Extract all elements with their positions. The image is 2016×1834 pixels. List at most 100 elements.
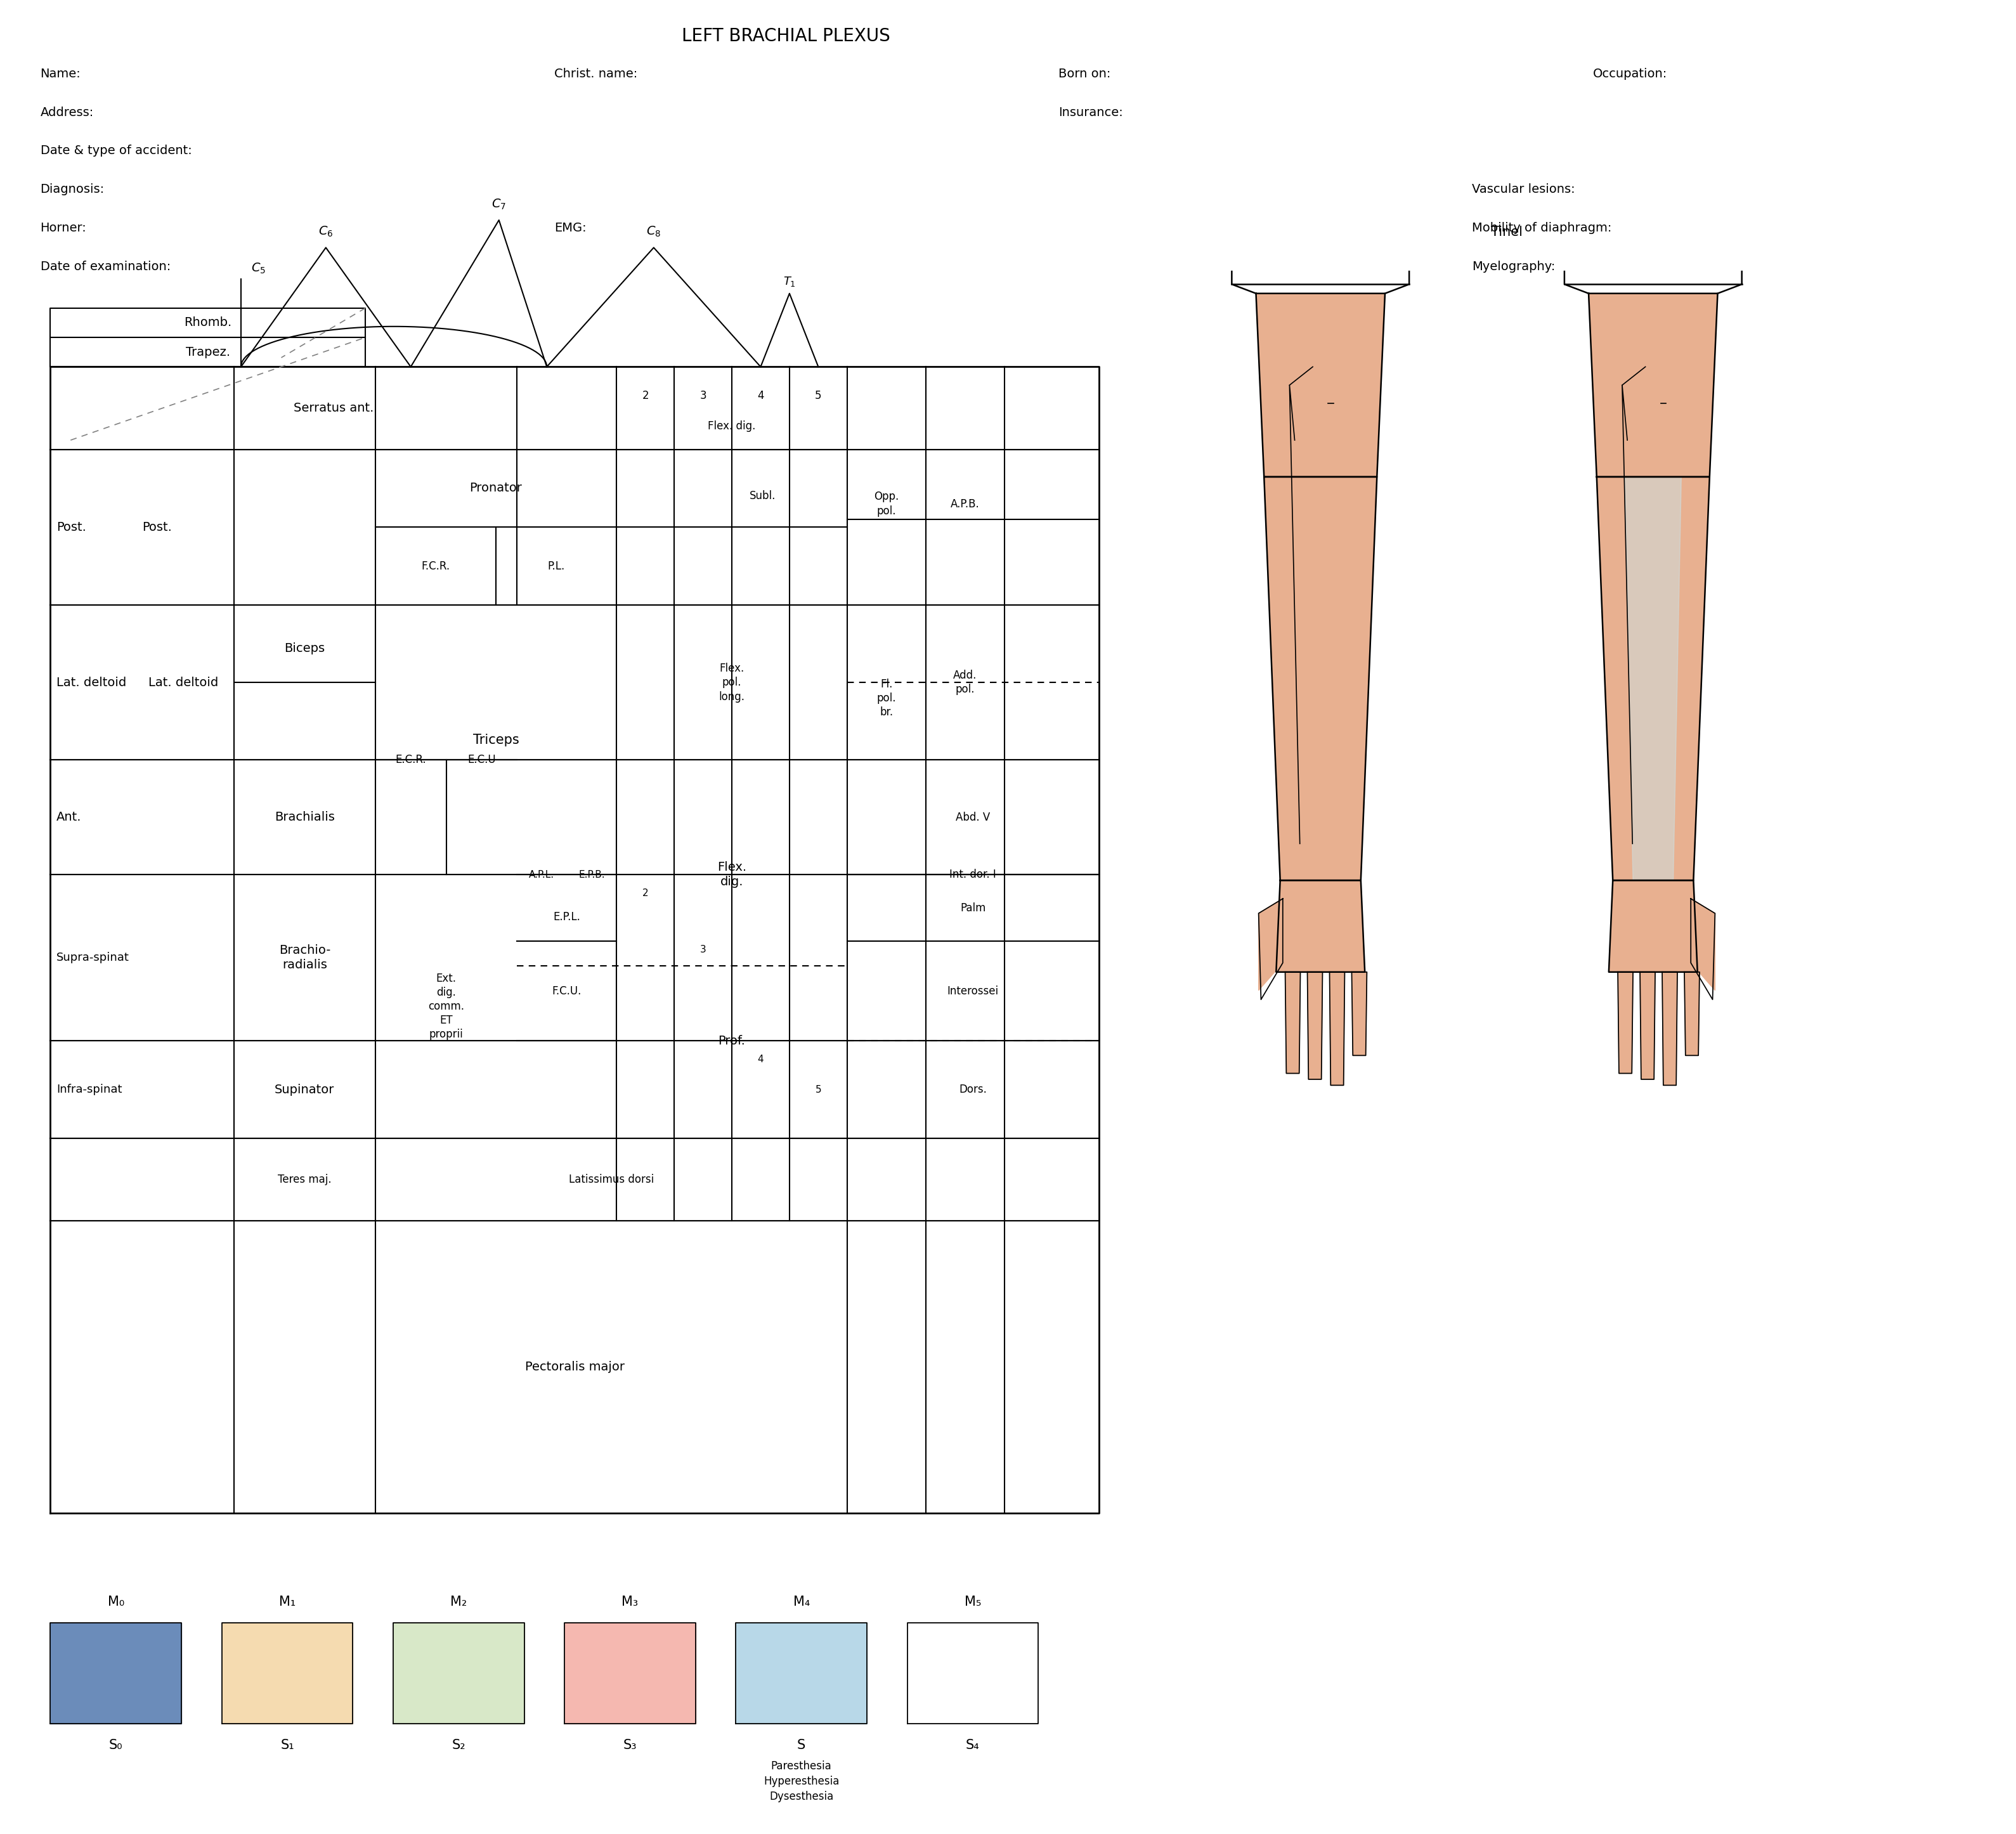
Text: S₄: S₄	[966, 1739, 980, 1751]
Text: Lat. deltoid: Lat. deltoid	[147, 677, 218, 688]
Polygon shape	[1351, 972, 1367, 1055]
Text: Add.
pol.: Add. pol.	[954, 669, 978, 695]
Polygon shape	[1306, 972, 1322, 1078]
Text: Interossei: Interossei	[948, 985, 998, 996]
Polygon shape	[907, 1623, 1038, 1724]
Text: A.P.B.: A.P.B.	[952, 499, 980, 510]
Polygon shape	[1617, 972, 1633, 1073]
Text: Horner:: Horner:	[40, 222, 87, 235]
Text: Fl.
pol.
br.: Fl. pol. br.	[877, 679, 895, 717]
Text: F.C.U.: F.C.U.	[552, 985, 581, 996]
Text: Pectoralis major: Pectoralis major	[524, 1361, 625, 1374]
Polygon shape	[1639, 972, 1655, 1078]
Text: 4: 4	[758, 1055, 764, 1064]
Polygon shape	[1597, 477, 1710, 880]
Text: M₃: M₃	[621, 1596, 639, 1608]
Text: Brachialis: Brachialis	[274, 811, 335, 823]
Text: Int. dor. I: Int. dor. I	[950, 869, 996, 880]
Text: E.P.B.: E.P.B.	[579, 869, 605, 878]
Text: Address:: Address:	[40, 106, 95, 119]
Text: Supra-spinat: Supra-spinat	[56, 952, 129, 963]
Text: Abd. V: Abd. V	[956, 812, 990, 823]
Text: $C_6$: $C_6$	[319, 226, 333, 238]
Text: 5: 5	[814, 1084, 821, 1095]
Text: Opp.
pol.: Opp. pol.	[875, 492, 899, 517]
Text: Biceps: Biceps	[284, 642, 325, 655]
Text: 4: 4	[758, 391, 764, 402]
Polygon shape	[1264, 477, 1377, 880]
Text: Post.: Post.	[141, 521, 171, 534]
Text: Brachio-
radialis: Brachio- radialis	[278, 945, 331, 972]
Polygon shape	[222, 1623, 353, 1724]
Text: Teres maj.: Teres maj.	[278, 1174, 331, 1185]
Text: Subl.: Subl.	[750, 490, 776, 503]
Text: P.L.: P.L.	[548, 561, 564, 572]
Polygon shape	[736, 1623, 867, 1724]
Text: Lat. deltoid: Lat. deltoid	[56, 677, 127, 688]
Polygon shape	[1661, 972, 1677, 1086]
Text: Palm: Palm	[960, 902, 986, 913]
Text: LEFT BRACHIAL PLEXUS: LEFT BRACHIAL PLEXUS	[681, 28, 891, 46]
Text: Serratus ant.: Serratus ant.	[294, 402, 373, 414]
Polygon shape	[1329, 972, 1345, 1086]
Text: 3: 3	[700, 945, 706, 954]
Polygon shape	[1625, 477, 1681, 880]
Text: $C_7$: $C_7$	[492, 198, 506, 211]
Text: S₃: S₃	[623, 1739, 637, 1751]
Text: M₂: M₂	[450, 1596, 468, 1608]
Text: Paresthesia
Hyperesthesia
Dysesthesia: Paresthesia Hyperesthesia Dysesthesia	[764, 1761, 839, 1803]
Text: Date & type of accident:: Date & type of accident:	[40, 145, 192, 158]
Text: E.C.R.: E.C.R.	[395, 754, 425, 765]
Polygon shape	[1284, 972, 1300, 1073]
Polygon shape	[1276, 880, 1365, 972]
Polygon shape	[50, 1623, 181, 1724]
Text: Occupation:: Occupation:	[1593, 68, 1667, 81]
Text: Diagnosis:: Diagnosis:	[40, 183, 105, 196]
Text: Tinel: Tinel	[1492, 226, 1522, 238]
Text: Trapez.: Trapez.	[185, 347, 230, 358]
Text: EMG:: EMG:	[554, 222, 587, 235]
Text: Ext.
dig.
comm.
ET
proprii: Ext. dig. comm. ET proprii	[427, 972, 464, 1040]
Text: Flex.
pol.
long.: Flex. pol. long.	[720, 662, 744, 702]
Text: M₅: M₅	[964, 1596, 982, 1608]
Text: S₀: S₀	[109, 1739, 123, 1751]
Text: Ant.: Ant.	[56, 811, 81, 823]
Text: Insurance:: Insurance:	[1058, 106, 1123, 119]
Text: Flex.
dig.: Flex. dig.	[718, 862, 746, 888]
Text: 3: 3	[700, 391, 706, 402]
Text: $C_5$: $C_5$	[252, 262, 266, 275]
Text: A.P.L.: A.P.L.	[528, 869, 554, 878]
Text: 2: 2	[641, 391, 649, 402]
Text: 5: 5	[814, 391, 823, 402]
Text: 2: 2	[643, 888, 649, 897]
Polygon shape	[1258, 899, 1282, 990]
Text: Supinator: Supinator	[274, 1084, 335, 1095]
Text: Rhomb.: Rhomb.	[183, 317, 232, 328]
Text: Name:: Name:	[40, 68, 81, 81]
Text: Date of examination:: Date of examination:	[40, 260, 171, 273]
Text: Post.: Post.	[56, 521, 87, 534]
Text: Mobility of diaphragm:: Mobility of diaphragm:	[1472, 222, 1611, 235]
Text: E.C.U: E.C.U	[468, 754, 496, 765]
Text: Triceps: Triceps	[474, 734, 518, 746]
Polygon shape	[1256, 293, 1385, 477]
Text: Pronator: Pronator	[470, 482, 522, 495]
Text: $T_1$: $T_1$	[782, 275, 796, 288]
Text: F.C.R.: F.C.R.	[421, 561, 450, 572]
Text: M₁: M₁	[278, 1596, 296, 1608]
Polygon shape	[1609, 880, 1697, 972]
Text: Infra-spinat: Infra-spinat	[56, 1084, 123, 1095]
Text: E.P.L.: E.P.L.	[552, 911, 581, 923]
Text: M₀: M₀	[107, 1596, 125, 1608]
Text: Latissimus dorsi: Latissimus dorsi	[569, 1174, 653, 1185]
Polygon shape	[1589, 293, 1718, 477]
Text: $C_8$: $C_8$	[647, 226, 661, 238]
Text: Dors.: Dors.	[960, 1084, 988, 1095]
Polygon shape	[564, 1623, 696, 1724]
Text: S₂: S₂	[452, 1739, 466, 1751]
Text: Flex. dig.: Flex. dig.	[708, 420, 756, 433]
Text: Prof.: Prof.	[718, 1034, 746, 1047]
Polygon shape	[1683, 972, 1699, 1055]
Text: S₁: S₁	[280, 1739, 294, 1751]
Polygon shape	[1691, 899, 1716, 990]
